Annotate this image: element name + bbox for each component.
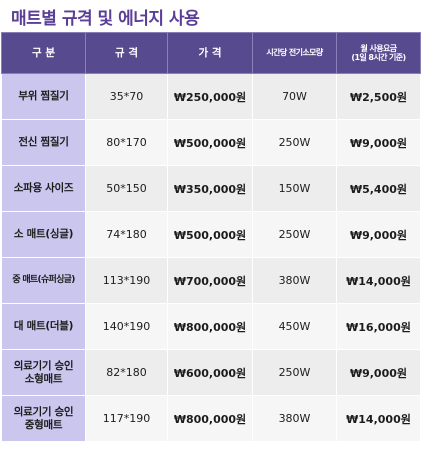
row-price: ₩500,000원 bbox=[167, 119, 253, 166]
row-monthly: ₩2,500원 bbox=[336, 73, 421, 120]
row-category: 소파용 사이즈 bbox=[1, 165, 86, 212]
row-power: 250W bbox=[252, 211, 337, 258]
row-size: 117*190 bbox=[85, 395, 168, 442]
table-row: 소파용 사이즈 50*150 ₩350,000원 150W ₩5,400원 bbox=[1, 165, 421, 212]
row-size: 80*170 bbox=[85, 119, 168, 166]
row-price: ₩500,000원 bbox=[167, 211, 253, 258]
row-size: 35*70 bbox=[85, 73, 168, 120]
header-monthly-main: 월 사용요금 bbox=[360, 43, 398, 53]
row-power: 250W bbox=[252, 119, 337, 166]
row-price: ₩600,000원 bbox=[167, 349, 253, 396]
row-monthly: ₩9,000원 bbox=[336, 211, 421, 258]
row-power: 150W bbox=[252, 165, 337, 212]
row-monthly: ₩14,000원 bbox=[336, 395, 421, 442]
table-row: 대 매트(더블) 140*190 ₩800,000원 450W ₩16,000원 bbox=[1, 303, 421, 350]
row-price: ₩700,000원 bbox=[167, 257, 253, 304]
header-category: 구 분 bbox=[1, 32, 86, 74]
row-size: 82*180 bbox=[85, 349, 168, 396]
row-size: 140*190 bbox=[85, 303, 168, 350]
row-category: 전신 찜질기 bbox=[1, 119, 86, 166]
table-row: 의료기기 승인 소형매트 82*180 ₩600,000원 250W ₩9,000원 bbox=[1, 349, 421, 396]
row-category: 대 매트(더블) bbox=[1, 303, 86, 350]
row-power: 380W bbox=[252, 257, 337, 304]
row-power: 70W bbox=[252, 73, 337, 120]
table-row: 전신 찜질기 80*170 ₩500,000원 250W ₩9,000원 bbox=[1, 119, 421, 166]
table-row: 소 매트(싱글) 74*180 ₩500,000원 250W ₩9,000원 bbox=[1, 211, 421, 258]
row-size: 74*180 bbox=[85, 211, 168, 258]
header-monthly-note: (1일 8시간 기준) bbox=[351, 53, 406, 62]
table-row: 중 매트(슈퍼싱글) 113*190 ₩700,000원 380W ₩14,000원 bbox=[1, 257, 421, 304]
row-power: 450W bbox=[252, 303, 337, 350]
row-category: 의료기기 승인 중형매트 bbox=[1, 395, 86, 442]
row-monthly: ₩14,000원 bbox=[336, 257, 421, 304]
row-monthly: ₩5,400원 bbox=[336, 165, 421, 212]
row-monthly: ₩16,000원 bbox=[336, 303, 421, 350]
row-power: 380W bbox=[252, 395, 337, 442]
row-category: 중 매트(슈퍼싱글) bbox=[1, 257, 86, 304]
header-price: 가 격 bbox=[167, 32, 253, 74]
row-price: ₩800,000원 bbox=[167, 395, 253, 442]
row-price: ₩250,000원 bbox=[167, 73, 253, 120]
row-price: ₩800,000원 bbox=[167, 303, 253, 350]
row-category: 부위 찜질기 bbox=[1, 73, 86, 120]
header-power: 시간당 전기소모량 bbox=[252, 32, 337, 74]
table-header-row: 구 분 규 격 가 격 시간당 전기소모량 월 사용요금 (1일 8시간 기준) bbox=[1, 32, 421, 74]
row-category: 소 매트(싱글) bbox=[1, 211, 86, 258]
header-size: 규 격 bbox=[85, 32, 168, 74]
row-monthly: ₩9,000원 bbox=[336, 119, 421, 166]
row-price: ₩350,000원 bbox=[167, 165, 253, 212]
row-size: 50*150 bbox=[85, 165, 168, 212]
spec-table: 구 분 규 격 가 격 시간당 전기소모량 월 사용요금 (1일 8시간 기준) … bbox=[1, 32, 421, 442]
header-monthly: 월 사용요금 (1일 8시간 기준) bbox=[336, 32, 421, 74]
row-size: 113*190 bbox=[85, 257, 168, 304]
row-category: 의료기기 승인 소형매트 bbox=[1, 349, 86, 396]
table-row: 부위 찜질기 35*70 ₩250,000원 70W ₩2,500원 bbox=[1, 73, 421, 120]
page-title: 매트별 규격 및 에너지 사용 bbox=[11, 9, 200, 29]
row-monthly: ₩9,000원 bbox=[336, 349, 421, 396]
table-row: 의료기기 승인 중형매트 117*190 ₩800,000원 380W ₩14,000원 bbox=[1, 395, 421, 442]
row-power: 250W bbox=[252, 349, 337, 396]
